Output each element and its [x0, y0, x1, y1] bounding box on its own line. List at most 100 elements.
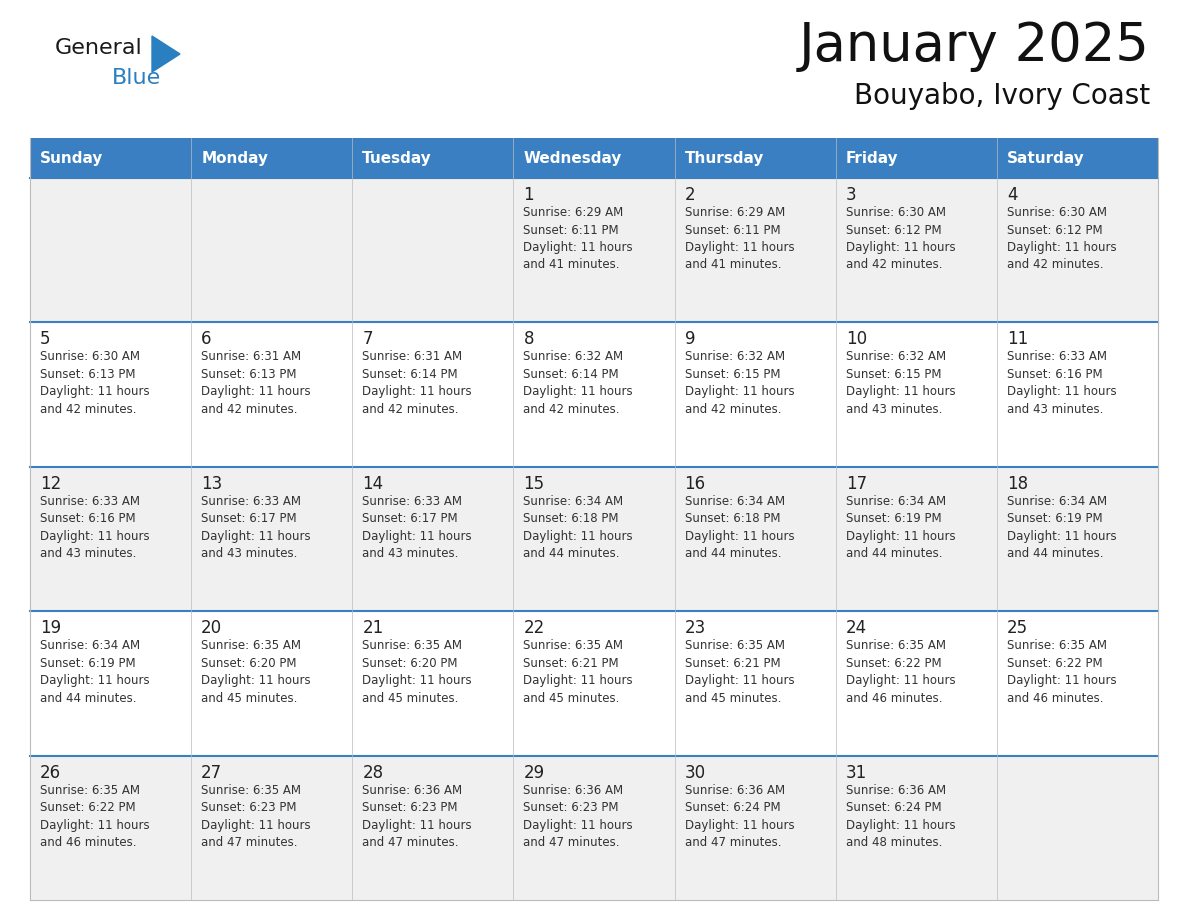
Bar	[191, 178, 353, 322]
Text: Sunrise: 6:35 AM
Sunset: 6:22 PM
Daylight: 11 hours
and 46 minutes.: Sunrise: 6:35 AM Sunset: 6:22 PM Dayligh…	[1007, 639, 1117, 705]
Text: Wednesday: Wednesday	[524, 151, 621, 165]
Text: 10: 10	[846, 330, 867, 349]
Text: General: General	[55, 38, 143, 58]
Bar	[30, 466, 191, 611]
Bar	[191, 756, 353, 900]
Text: 3: 3	[846, 186, 857, 204]
Text: 12: 12	[40, 475, 62, 493]
Bar	[30, 756, 191, 900]
Bar	[353, 322, 513, 466]
Text: Sunrise: 6:35 AM
Sunset: 6:23 PM
Daylight: 11 hours
and 47 minutes.: Sunrise: 6:35 AM Sunset: 6:23 PM Dayligh…	[201, 784, 311, 849]
Text: 19: 19	[40, 620, 61, 637]
Text: 25: 25	[1007, 620, 1028, 637]
Text: Sunrise: 6:35 AM
Sunset: 6:21 PM
Daylight: 11 hours
and 45 minutes.: Sunrise: 6:35 AM Sunset: 6:21 PM Dayligh…	[524, 639, 633, 705]
Bar	[30, 611, 191, 756]
Text: Sunrise: 6:29 AM
Sunset: 6:11 PM
Daylight: 11 hours
and 41 minutes.: Sunrise: 6:29 AM Sunset: 6:11 PM Dayligh…	[684, 206, 795, 272]
Text: 4: 4	[1007, 186, 1017, 204]
Text: 9: 9	[684, 330, 695, 349]
Text: Sunrise: 6:30 AM
Sunset: 6:12 PM
Daylight: 11 hours
and 42 minutes.: Sunrise: 6:30 AM Sunset: 6:12 PM Dayligh…	[1007, 206, 1117, 272]
Text: 28: 28	[362, 764, 384, 781]
Bar	[997, 138, 1158, 178]
Text: Thursday: Thursday	[684, 151, 764, 165]
Bar	[353, 138, 513, 178]
Text: Sunrise: 6:33 AM
Sunset: 6:17 PM
Daylight: 11 hours
and 43 minutes.: Sunrise: 6:33 AM Sunset: 6:17 PM Dayligh…	[201, 495, 311, 560]
Text: 7: 7	[362, 330, 373, 349]
Text: Sunrise: 6:34 AM
Sunset: 6:18 PM
Daylight: 11 hours
and 44 minutes.: Sunrise: 6:34 AM Sunset: 6:18 PM Dayligh…	[684, 495, 795, 560]
Text: January 2025: January 2025	[800, 20, 1150, 72]
Text: Sunrise: 6:32 AM
Sunset: 6:15 PM
Daylight: 11 hours
and 43 minutes.: Sunrise: 6:32 AM Sunset: 6:15 PM Dayligh…	[846, 351, 955, 416]
Text: Sunrise: 6:34 AM
Sunset: 6:19 PM
Daylight: 11 hours
and 44 minutes.: Sunrise: 6:34 AM Sunset: 6:19 PM Dayligh…	[846, 495, 955, 560]
Text: 13: 13	[201, 475, 222, 493]
Text: 1: 1	[524, 186, 535, 204]
Bar	[675, 322, 835, 466]
Bar	[191, 466, 353, 611]
Bar	[353, 611, 513, 756]
Text: Sunrise: 6:32 AM
Sunset: 6:14 PM
Daylight: 11 hours
and 42 minutes.: Sunrise: 6:32 AM Sunset: 6:14 PM Dayligh…	[524, 351, 633, 416]
Bar	[835, 611, 997, 756]
Bar	[835, 138, 997, 178]
Bar	[675, 611, 835, 756]
Text: 23: 23	[684, 620, 706, 637]
Text: 29: 29	[524, 764, 544, 781]
Text: Sunrise: 6:35 AM
Sunset: 6:22 PM
Daylight: 11 hours
and 46 minutes.: Sunrise: 6:35 AM Sunset: 6:22 PM Dayligh…	[846, 639, 955, 705]
Bar	[191, 611, 353, 756]
Bar	[997, 178, 1158, 322]
Text: Tuesday: Tuesday	[362, 151, 432, 165]
Text: Sunrise: 6:30 AM
Sunset: 6:13 PM
Daylight: 11 hours
and 42 minutes.: Sunrise: 6:30 AM Sunset: 6:13 PM Dayligh…	[40, 351, 150, 416]
Bar	[30, 322, 191, 466]
Text: Sunrise: 6:31 AM
Sunset: 6:14 PM
Daylight: 11 hours
and 42 minutes.: Sunrise: 6:31 AM Sunset: 6:14 PM Dayligh…	[362, 351, 472, 416]
Bar	[191, 322, 353, 466]
Polygon shape	[152, 36, 181, 72]
Bar	[353, 178, 513, 322]
Bar	[835, 756, 997, 900]
Text: 15: 15	[524, 475, 544, 493]
Bar	[835, 178, 997, 322]
Text: 2: 2	[684, 186, 695, 204]
Text: Sunrise: 6:32 AM
Sunset: 6:15 PM
Daylight: 11 hours
and 42 minutes.: Sunrise: 6:32 AM Sunset: 6:15 PM Dayligh…	[684, 351, 795, 416]
Text: 11: 11	[1007, 330, 1028, 349]
Bar	[675, 178, 835, 322]
Text: 20: 20	[201, 620, 222, 637]
Bar	[353, 466, 513, 611]
Text: Sunrise: 6:35 AM
Sunset: 6:20 PM
Daylight: 11 hours
and 45 minutes.: Sunrise: 6:35 AM Sunset: 6:20 PM Dayligh…	[362, 639, 472, 705]
Bar	[997, 611, 1158, 756]
Bar	[675, 756, 835, 900]
Text: Sunrise: 6:33 AM
Sunset: 6:17 PM
Daylight: 11 hours
and 43 minutes.: Sunrise: 6:33 AM Sunset: 6:17 PM Dayligh…	[362, 495, 472, 560]
Bar	[513, 466, 675, 611]
Text: 6: 6	[201, 330, 211, 349]
Text: Sunrise: 6:35 AM
Sunset: 6:20 PM
Daylight: 11 hours
and 45 minutes.: Sunrise: 6:35 AM Sunset: 6:20 PM Dayligh…	[201, 639, 311, 705]
Bar	[191, 138, 353, 178]
Text: 27: 27	[201, 764, 222, 781]
Text: 31: 31	[846, 764, 867, 781]
Bar	[513, 322, 675, 466]
Bar	[513, 756, 675, 900]
Text: Saturday: Saturday	[1007, 151, 1085, 165]
Bar	[997, 322, 1158, 466]
Bar	[353, 756, 513, 900]
Text: Blue: Blue	[112, 68, 162, 88]
Text: 21: 21	[362, 620, 384, 637]
Text: 8: 8	[524, 330, 533, 349]
Bar	[513, 138, 675, 178]
Text: Sunrise: 6:33 AM
Sunset: 6:16 PM
Daylight: 11 hours
and 43 minutes.: Sunrise: 6:33 AM Sunset: 6:16 PM Dayligh…	[1007, 351, 1117, 416]
Text: Sunrise: 6:36 AM
Sunset: 6:24 PM
Daylight: 11 hours
and 47 minutes.: Sunrise: 6:36 AM Sunset: 6:24 PM Dayligh…	[684, 784, 795, 849]
Text: Sunrise: 6:35 AM
Sunset: 6:21 PM
Daylight: 11 hours
and 45 minutes.: Sunrise: 6:35 AM Sunset: 6:21 PM Dayligh…	[684, 639, 795, 705]
Text: 24: 24	[846, 620, 867, 637]
Text: 17: 17	[846, 475, 867, 493]
Text: Sunrise: 6:33 AM
Sunset: 6:16 PM
Daylight: 11 hours
and 43 minutes.: Sunrise: 6:33 AM Sunset: 6:16 PM Dayligh…	[40, 495, 150, 560]
Text: Sunrise: 6:36 AM
Sunset: 6:23 PM
Daylight: 11 hours
and 47 minutes.: Sunrise: 6:36 AM Sunset: 6:23 PM Dayligh…	[524, 784, 633, 849]
Text: 5: 5	[40, 330, 51, 349]
Text: Sunrise: 6:30 AM
Sunset: 6:12 PM
Daylight: 11 hours
and 42 minutes.: Sunrise: 6:30 AM Sunset: 6:12 PM Dayligh…	[846, 206, 955, 272]
Bar	[513, 178, 675, 322]
Bar	[513, 611, 675, 756]
Text: Sunrise: 6:34 AM
Sunset: 6:19 PM
Daylight: 11 hours
and 44 minutes.: Sunrise: 6:34 AM Sunset: 6:19 PM Dayligh…	[1007, 495, 1117, 560]
Text: Sunrise: 6:35 AM
Sunset: 6:22 PM
Daylight: 11 hours
and 46 minutes.: Sunrise: 6:35 AM Sunset: 6:22 PM Dayligh…	[40, 784, 150, 849]
Text: Sunrise: 6:36 AM
Sunset: 6:24 PM
Daylight: 11 hours
and 48 minutes.: Sunrise: 6:36 AM Sunset: 6:24 PM Dayligh…	[846, 784, 955, 849]
Text: Friday: Friday	[846, 151, 898, 165]
Text: Bouyabo, Ivory Coast: Bouyabo, Ivory Coast	[854, 82, 1150, 110]
Text: Monday: Monday	[201, 151, 268, 165]
Text: 26: 26	[40, 764, 61, 781]
Bar	[30, 178, 191, 322]
Text: 22: 22	[524, 620, 544, 637]
Bar	[675, 138, 835, 178]
